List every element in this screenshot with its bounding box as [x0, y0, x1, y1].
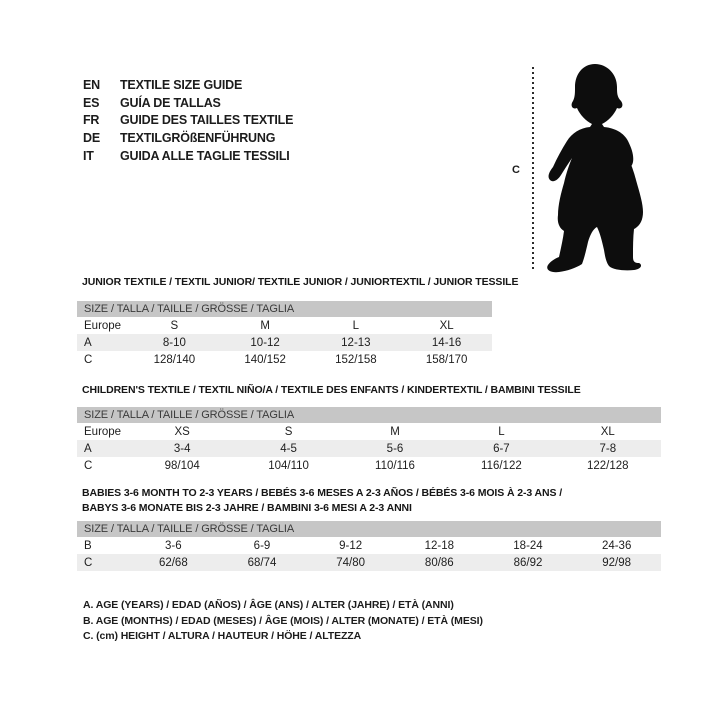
language-title: GUIDA ALLE TAGLIE TESSILI: [120, 149, 290, 164]
table-cell: XL: [439, 319, 454, 332]
table-cell: S: [284, 425, 293, 438]
language-title: TEXTILE SIZE GUIDE: [120, 77, 243, 92]
toddler-silhouette-icon: [547, 64, 643, 273]
size-header-bar: SIZE / TALLA / TAILLE / GRÖSSE / TAGLIA: [77, 407, 661, 423]
table-cell: 3-4: [173, 442, 191, 455]
table-cell: 68/74: [247, 556, 277, 569]
row-label: B: [84, 539, 92, 552]
table-cell: 6-9: [253, 539, 271, 552]
language-title: GUÍA DE TALLAS: [120, 95, 221, 110]
language-code: ES: [83, 95, 100, 110]
table-cell: S: [170, 319, 179, 332]
table-cell: 6-7: [493, 442, 510, 455]
row-label: C: [84, 353, 93, 366]
table-row: C 128/140 140/152 152/158 158/170: [77, 351, 492, 368]
table-row: B 3-6 6-9 9-12 12-18 18-24 24-36: [77, 537, 661, 554]
children-table: SIZE / TALLA / TAILLE / GRÖSSE / TAGLIA …: [77, 407, 661, 474]
table-cell: 116/122: [481, 459, 522, 472]
children-table-title: CHILDREN'S TEXTILE / TEXTIL NIÑO/A / TEX…: [82, 384, 581, 396]
height-measure-label: C: [512, 164, 520, 176]
table-cell: 74/80: [336, 556, 366, 569]
table-cell: 14-16: [431, 336, 462, 349]
table-cell: 24-36: [601, 539, 632, 552]
table-row: Europe S M L XL: [77, 317, 492, 334]
language-code: FR: [83, 113, 100, 128]
table-cell: 98/104: [164, 459, 200, 472]
language-row: ES GUÍA DE TALLAS: [83, 94, 293, 112]
language-title: TEXTILGRÖßENFÜHRUNG: [120, 131, 276, 146]
footnote-b: B. AGE (MONTHS) / EDAD (MESES) / ÂGE (MO…: [83, 614, 483, 627]
table-cell: XL: [600, 425, 615, 438]
language-code: IT: [83, 149, 94, 164]
table-cell: 158/170: [425, 353, 468, 366]
table-cell: 80/86: [424, 556, 454, 569]
table-cell: 104/110: [268, 459, 309, 472]
table-cell: 5-6: [386, 442, 404, 455]
table-row: Europe XS S M L XL: [77, 423, 661, 440]
babies-title-line2: BABYS 3-6 MONATE BIS 2-3 JAHRE / BAMBINI…: [82, 502, 412, 514]
table-cell: 10-12: [250, 336, 280, 349]
table-cell: 110/116: [375, 459, 415, 472]
table-cell: 12-13: [341, 336, 371, 349]
table-row: A 8-10 10-12 12-13 14-16: [77, 334, 492, 351]
table-cell: 12-18: [424, 539, 455, 552]
language-list: EN TEXTILE SIZE GUIDE ES GUÍA DE TALLAS …: [83, 76, 293, 165]
babies-title-line1: BABIES 3-6 MONTH TO 2-3 YEARS / BEBÉS 3-…: [82, 487, 563, 499]
table-cell: 140/152: [244, 353, 286, 366]
table-cell: 152/158: [335, 353, 377, 366]
table-cell: 92/98: [602, 556, 632, 569]
row-label: C: [84, 556, 93, 569]
table-cell: M: [260, 319, 270, 332]
table-cell: 3-6: [165, 539, 182, 552]
table-cell: 62/68: [158, 556, 188, 569]
language-row: EN TEXTILE SIZE GUIDE: [83, 76, 293, 94]
language-code: DE: [83, 131, 100, 146]
table-cell: M: [390, 425, 400, 438]
table-cell: 86/92: [513, 556, 543, 569]
height-dotted-line: [532, 67, 534, 272]
table-cell: 18-24: [513, 539, 543, 552]
language-row: FR GUIDE DES TAILLES TEXTILE: [83, 112, 293, 130]
table-cell: 122/128: [587, 459, 629, 472]
language-row: DE TEXTILGRÖßENFÜHRUNG: [83, 129, 293, 147]
table-row: C 62/68 68/74 74/80 80/86 86/92 92/98: [77, 554, 661, 571]
size-header-bar: SIZE / TALLA / TAILLE / GRÖSSE / TAGLIA: [77, 521, 661, 537]
footnotes: A. AGE (YEARS) / EDAD (AÑOS) / ÂGE (ANS)…: [83, 598, 483, 645]
table-cell: 128/140: [153, 353, 196, 366]
babies-table-title: BABIES 3-6 MONTH TO 2-3 YEARS / BEBÉS 3-…: [82, 486, 562, 516]
babies-table: SIZE / TALLA / TAILLE / GRÖSSE / TAGLIA …: [77, 521, 661, 571]
row-label: Europe: [84, 425, 122, 438]
table-row: A 3-4 4-5 5-6 6-7 7-8: [77, 440, 661, 457]
table-cell: 8-10: [162, 336, 186, 349]
table-cell: 4-5: [280, 442, 297, 455]
size-header-bar: SIZE / TALLA / TAILLE / GRÖSSE / TAGLIA: [77, 301, 492, 317]
junior-table: SIZE / TALLA / TAILLE / GRÖSSE / TAGLIA …: [77, 301, 492, 368]
footnote-a: A. AGE (YEARS) / EDAD (AÑOS) / ÂGE (ANS)…: [83, 599, 454, 611]
row-label: Europe: [84, 319, 122, 332]
table-cell: 9-12: [339, 539, 363, 552]
language-title: GUIDE DES TAILLES TEXTILE: [120, 113, 294, 128]
footnote-c: C. (cm) HEIGHT / ALTURA / HAUTEUR / HÖHE…: [83, 630, 362, 643]
language-code: EN: [83, 77, 100, 92]
junior-table-title: JUNIOR TEXTILE / TEXTIL JUNIOR/ TEXTILE …: [82, 276, 519, 288]
row-label: C: [84, 459, 93, 472]
language-row: IT GUIDA ALLE TAGLIE TESSILI: [83, 147, 293, 165]
table-cell: XS: [174, 425, 190, 438]
table-row: C 98/104 104/110 110/116 116/122 122/128: [77, 457, 661, 474]
table-cell: L: [352, 319, 360, 332]
table-cell: 7-8: [599, 442, 617, 455]
row-label: A: [84, 442, 92, 455]
table-cell: L: [498, 425, 505, 438]
row-label: A: [84, 336, 92, 349]
